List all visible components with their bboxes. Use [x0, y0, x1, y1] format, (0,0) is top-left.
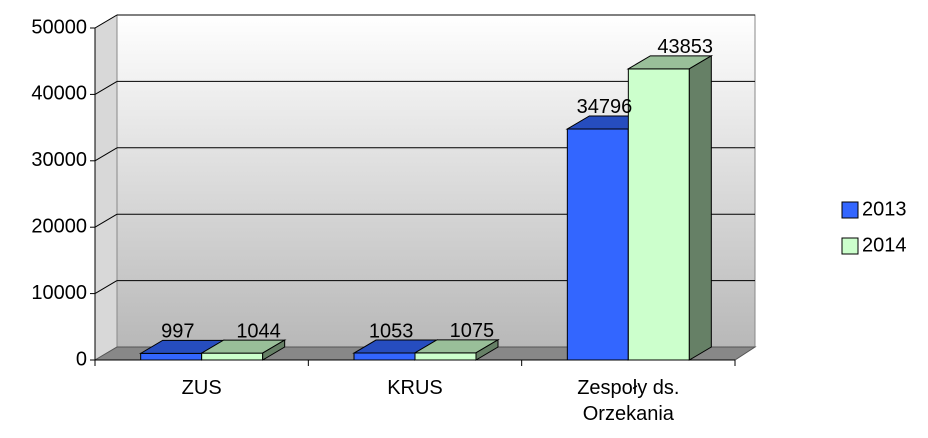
- grid-line: [94, 280, 118, 295]
- x-tick-label: KRUS: [387, 377, 443, 399]
- grid-line: [94, 213, 118, 228]
- data-label: 1075: [450, 320, 495, 342]
- bar: [413, 338, 500, 361]
- legend-swatch: [841, 237, 859, 255]
- x-tick-label: ZUS: [181, 377, 222, 399]
- x-tick-label: Zespoły ds. Orzekania: [577, 377, 680, 425]
- data-label: 1053: [369, 320, 414, 342]
- data-label: 43853: [657, 36, 713, 58]
- bar-front: [353, 352, 416, 361]
- data-label: 1044: [236, 320, 281, 342]
- bar-front: [627, 68, 690, 361]
- y-tick-label: 50000: [31, 16, 87, 38]
- bar-side: [688, 54, 712, 361]
- grid-line: [94, 147, 118, 162]
- legend-label: 2014: [862, 234, 907, 256]
- y-tick-label: 40000: [31, 83, 87, 105]
- bar-front: [414, 352, 477, 361]
- bar-front: [201, 352, 264, 361]
- side-wall: [94, 14, 118, 361]
- bar: [199, 339, 287, 361]
- legend-swatch: [841, 201, 859, 219]
- y-tick-label: 20000: [31, 215, 87, 237]
- y-tick-label: 10000: [31, 282, 87, 304]
- data-label: 997: [161, 321, 194, 343]
- y-tick-label: 30000: [31, 149, 87, 171]
- bar-side: [475, 338, 499, 361]
- bar: [352, 339, 439, 361]
- y-tick-label: 0: [76, 348, 87, 370]
- bar-front: [566, 128, 629, 361]
- legend-label: 2013: [862, 198, 907, 220]
- bar-front: [140, 352, 203, 361]
- grid-line: [94, 80, 118, 95]
- data-label: 34796: [577, 96, 633, 118]
- grid-line: [94, 14, 118, 29]
- bar-side: [262, 339, 286, 361]
- bar: [626, 54, 714, 361]
